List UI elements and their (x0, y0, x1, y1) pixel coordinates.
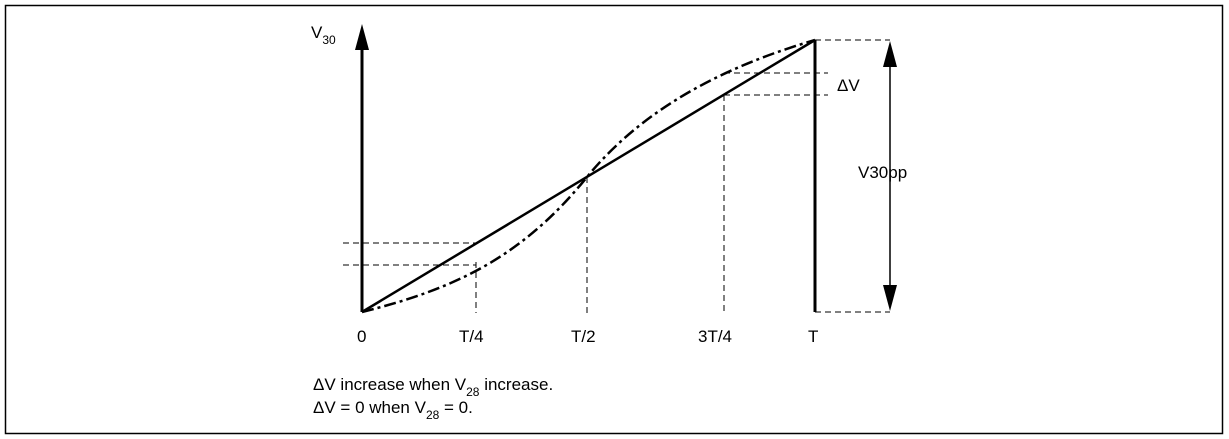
v30pp-arrow-up-icon (883, 41, 897, 67)
y-axis-arrow-icon (355, 24, 369, 50)
tick-label-t4: T/4 (459, 327, 484, 346)
note-line-2: ΔV = 0 when V28 = 0. (313, 398, 473, 422)
diagram-border (6, 6, 1223, 434)
dashed-guides (343, 40, 890, 313)
tick-label-3t4: 3T/4 (698, 327, 732, 346)
delta-v-label: ΔV (837, 76, 860, 95)
tick-label-0: 0 (357, 327, 366, 346)
v30pp-label: V30pp (858, 163, 907, 182)
tick-label-t: T (808, 327, 818, 346)
note-line-1: ΔV increase when V28 increase. (313, 375, 553, 399)
tick-label-t2: T/2 (571, 327, 596, 346)
v30pp-arrow-down-icon (883, 285, 897, 311)
y-axis-label: V30 (311, 23, 336, 47)
